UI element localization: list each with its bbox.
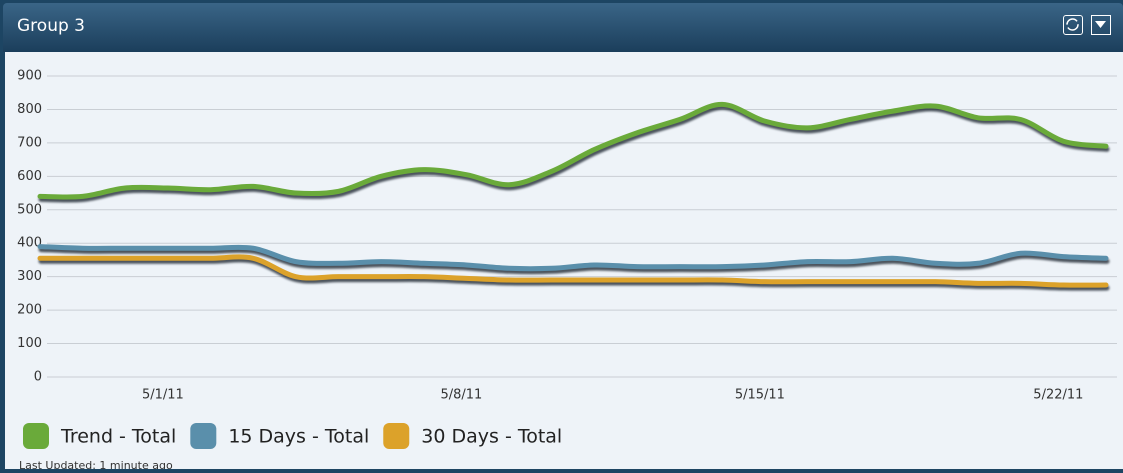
y-tick-label: 900 [17,69,42,84]
y-tick-label: 800 [17,102,42,117]
y-tick-label: 600 [17,169,42,184]
legend-item: Trend - Total [23,423,176,449]
panel-title: Group 3 [17,16,85,36]
legend-swatch [383,423,410,449]
refresh-button[interactable] [1063,15,1083,35]
panel-body: 0 100 200 300 400 500 600 700 800 900 5/1/11 5/8/11… [5,52,1123,472]
x-tick-label: 5/1/11 [142,388,184,403]
menu-button[interactable] [1091,15,1111,35]
chart: 0 100 200 300 400 500 600 700 800 900 5/1/11 5/8/11… [17,69,1117,472]
legend-label: 15 Days - Total [228,426,369,448]
y-tick-label: 0 [34,370,42,385]
menu-icon [1095,21,1106,28]
y-tick-label: 100 [17,336,42,351]
legend-item: 15 Days - Total [190,423,369,449]
legend-label: 30 Days - Total [421,426,562,448]
refresh-icon [1066,18,1079,31]
legend-label: Trend - Total [60,426,176,448]
legend-item: 30 Days - Total [383,423,562,449]
x-tick-label: 5/22/11 [1033,388,1083,403]
y-tick-label: 400 [17,236,42,251]
footer-text: Last Updated: 1 minute ago [19,459,173,469]
y-tick-label: 300 [17,269,42,284]
series-line [37,254,1109,288]
y-tick-label: 500 [17,202,42,217]
series-line [37,101,1109,200]
legend-swatch [23,423,49,449]
x-tick-label: 5/8/11 [440,388,482,403]
legend-swatch [190,423,217,449]
x-tick-label: 5/15/11 [735,388,785,403]
series-line [37,244,1109,272]
y-tick-label: 200 [17,303,42,318]
y-tick-label: 700 [17,135,42,150]
panel-header: Group 3 [3,3,1123,52]
